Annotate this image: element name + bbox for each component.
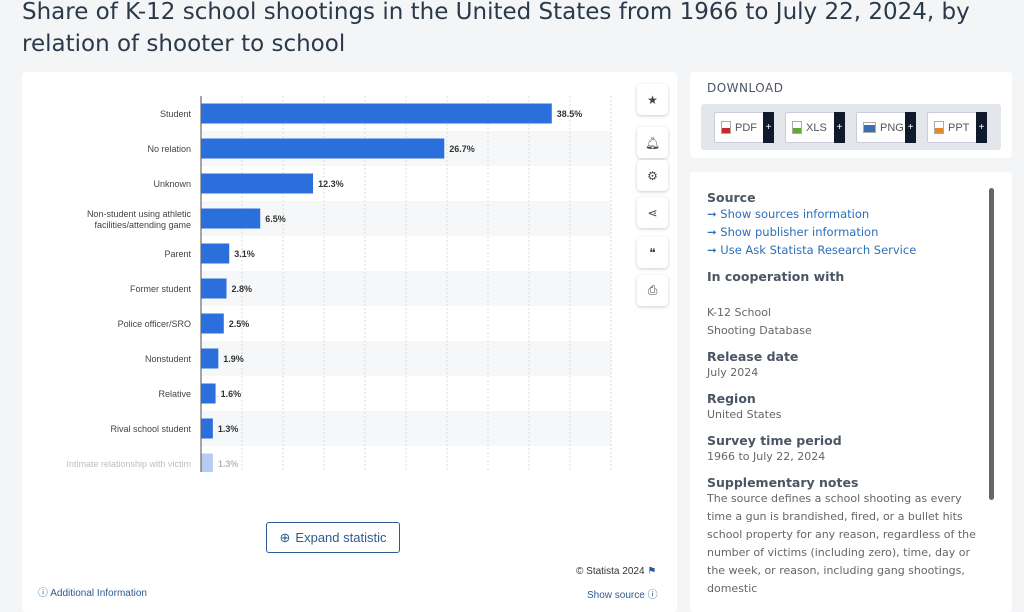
plus-circle-icon: ⊕ <box>279 529 291 545</box>
info-panel: Source ➞ Show sources information ➞ Show… <box>690 172 1012 612</box>
bar <box>201 208 261 229</box>
data-label: 3.1% <box>234 249 255 259</box>
data-label: 38.5% <box>557 109 583 119</box>
copyright-text: © Statista 2024 <box>576 566 645 577</box>
data-label: 2.5% <box>229 319 250 329</box>
ask-statista-link[interactable]: ➞ Use Ask Statista Research Service <box>707 243 917 257</box>
data-label: 12.3% <box>318 179 344 189</box>
page-title: Share of K-12 school shootings in the Un… <box>22 0 970 57</box>
plus-icon[interactable]: + <box>976 112 987 143</box>
category-label: Former student <box>130 284 192 294</box>
link-text[interactable]: Show sources information <box>720 207 870 221</box>
ppt-file-icon <box>934 121 944 134</box>
star-icon[interactable]: ★ <box>637 84 668 115</box>
release-value: July 2024 <box>707 366 759 379</box>
category-label: Intimate relationship with victim <box>66 459 191 469</box>
data-label: 26.7% <box>449 144 475 154</box>
period-heading: Survey time period <box>707 433 842 448</box>
notes-heading: Supplementary notes <box>707 475 859 490</box>
link-text[interactable]: Show publisher information <box>720 225 879 239</box>
chart-card: 38.5% Student 26.7% No relation 12.3% Unknown… <box>22 72 677 612</box>
additional-information-link[interactable]: ⓘ Additional Information <box>38 588 147 599</box>
bar <box>201 418 213 439</box>
download-ppt-button[interactable]: PPT + <box>927 112 987 143</box>
row-band <box>201 341 611 376</box>
row-band <box>201 201 611 236</box>
plus-icon[interactable]: + <box>905 112 916 143</box>
png-image-icon <box>863 122 876 133</box>
plus-icon[interactable]: + <box>763 112 774 143</box>
notes-value: The source defines a school shooting as … <box>707 492 976 595</box>
category-label: Parent <box>164 249 191 259</box>
bar <box>201 453 213 472</box>
data-label: 1.3% <box>218 424 239 434</box>
category-label: Student <box>160 109 192 119</box>
download-pdf-button[interactable]: PDF + <box>714 112 774 143</box>
bar <box>201 103 552 124</box>
bell-icon[interactable]: 🔔︎ <box>637 127 668 158</box>
source-heading: Source <box>707 190 756 205</box>
period-value: 1966 to July 22, 2024 <box>707 450 826 463</box>
quote-icon[interactable]: ❝ <box>637 237 668 268</box>
additional-label: Additional Information <box>50 588 147 599</box>
share-icon[interactable]: ⋖ <box>637 197 668 228</box>
coop-value: K-12 School <box>707 306 772 319</box>
link-text[interactable]: Use Ask Statista Research Service <box>720 243 917 257</box>
release-heading: Release date <box>707 349 799 364</box>
bar <box>201 383 216 404</box>
region-value: United States <box>707 408 782 421</box>
download-panel: DOWNLOAD PDF + XLS + PNG + PPT + <box>690 72 1012 158</box>
category-label: Nonstudent <box>145 354 192 364</box>
show-source-link[interactable]: Show source ⓘ <box>587 590 658 601</box>
gear-icon[interactable]: ⚙ <box>637 160 668 191</box>
xls-label: XLS <box>806 121 827 134</box>
data-label: 2.8% <box>232 284 253 294</box>
data-label: 1.6% <box>221 389 242 399</box>
bar <box>201 313 224 334</box>
data-label: 1.9% <box>223 354 244 364</box>
region-heading: Region <box>707 391 756 406</box>
expand-statistic-button[interactable]: ⊕ Expand statistic <box>266 522 400 553</box>
download-xls-button[interactable]: XLS + <box>785 112 845 143</box>
show-source-label: Show source <box>587 590 645 601</box>
category-label: Non-student using athletic facilities/att… <box>87 209 192 230</box>
scrollbar[interactable] <box>989 188 994 500</box>
bar <box>201 138 445 159</box>
coop-value: Shooting Database <box>707 324 812 337</box>
data-label: 1.3% <box>218 459 239 469</box>
download-heading: DOWNLOAD <box>707 81 784 95</box>
flag-icon[interactable]: ⚑ <box>647 566 657 577</box>
expand-label: Expand statistic <box>295 530 387 545</box>
plus-icon[interactable]: + <box>834 112 845 143</box>
xls-file-icon <box>792 121 802 134</box>
bar <box>201 348 219 369</box>
category-label: Unknown <box>153 179 191 189</box>
data-label: 6.5% <box>265 214 286 224</box>
category-label: Police officer/SRO <box>118 319 191 329</box>
bar-chart: 38.5% Student 26.7% No relation 12.3% Unknown… <box>66 96 612 472</box>
category-label: Rival school student <box>110 424 191 434</box>
copyright: © Statista 2024 ⚑ <box>576 566 656 577</box>
ppt-label: PPT <box>948 121 970 134</box>
pdf-label: PDF <box>735 121 757 134</box>
show-publisher-link[interactable]: ➞ Show publisher information <box>707 225 879 239</box>
print-icon[interactable]: ⎙ <box>637 275 668 306</box>
bar <box>201 243 230 264</box>
coop-heading: In cooperation with <box>707 269 845 284</box>
download-png-button[interactable]: PNG + <box>856 112 916 143</box>
bar <box>201 173 314 194</box>
pdf-file-icon <box>721 121 731 134</box>
show-sources-link[interactable]: ➞ Show sources information <box>707 207 870 221</box>
category-label: Relative <box>158 389 191 399</box>
png-label: PNG <box>880 121 904 134</box>
category-label: No relation <box>147 144 191 154</box>
bar <box>201 278 227 299</box>
